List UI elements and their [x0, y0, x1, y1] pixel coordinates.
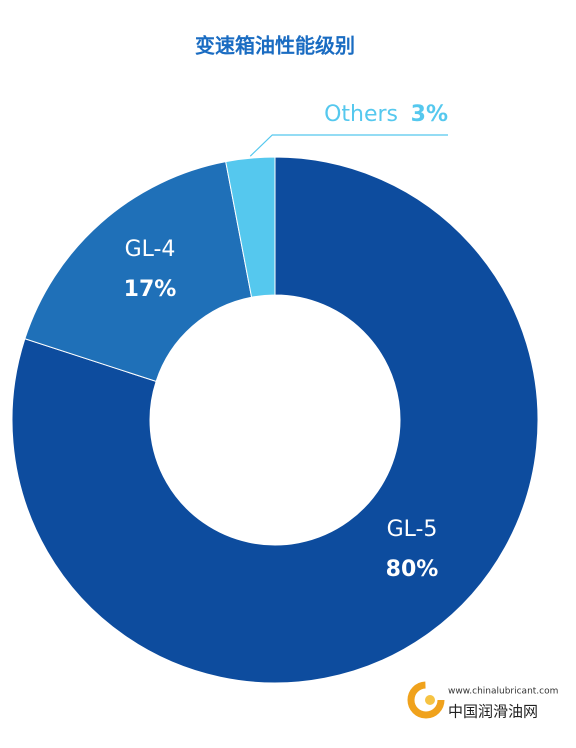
logo-icon	[407, 681, 445, 719]
donut-slice	[11, 156, 539, 684]
slice-value-label: 3%	[411, 102, 448, 127]
slice-label: GL-5	[387, 517, 438, 542]
chart-title: 变速箱油性能级别	[195, 34, 355, 58]
donut-slice	[225, 156, 276, 298]
watermark-name: 中国润滑油网	[448, 703, 538, 721]
watermark-url: www.chinalubricant.com	[448, 687, 558, 697]
slice-value-label: 80%	[386, 557, 439, 582]
slice-label: GL-4	[125, 237, 176, 262]
slice-value-label: 17%	[124, 277, 177, 302]
logo-dot	[425, 695, 435, 705]
donut-slice	[24, 161, 253, 383]
slice-label: Others	[324, 102, 398, 127]
leader-line	[249, 134, 448, 157]
logo	[407, 681, 445, 719]
